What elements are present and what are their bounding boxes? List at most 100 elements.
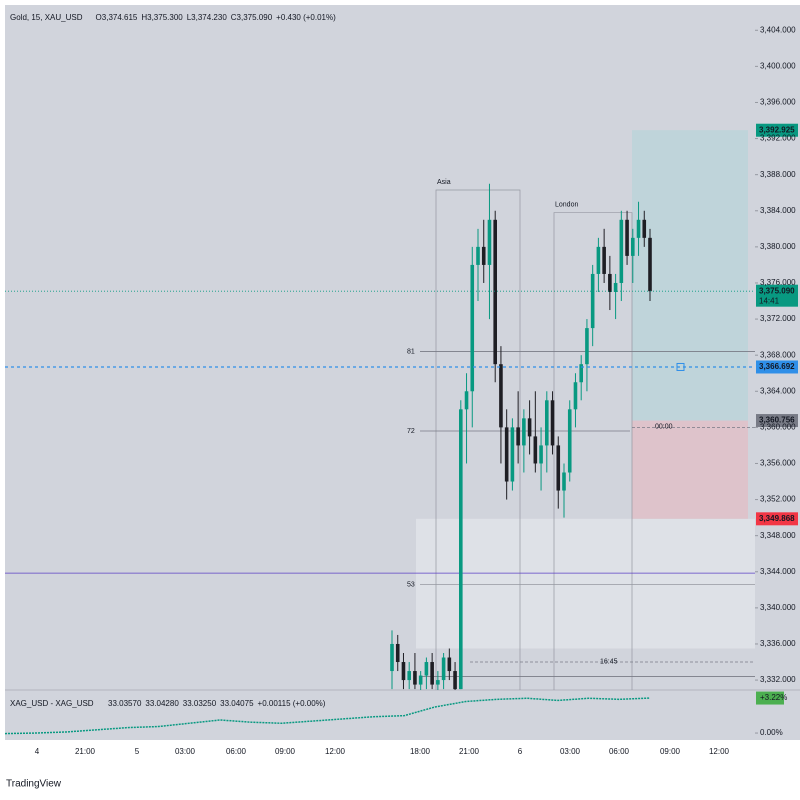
- candle-body: [602, 246, 606, 274]
- y-tick-label: 3,372.000: [760, 314, 796, 323]
- session-box: [435, 189, 521, 690]
- stop-zone: [632, 420, 748, 519]
- candle-body: [596, 246, 601, 274]
- candle-body: [424, 662, 429, 676]
- candle-body: [619, 219, 624, 283]
- price-marker: [756, 360, 798, 374]
- ohlc-value: +0.00115 (+0.00%): [258, 699, 326, 708]
- x-tick-label: 4: [35, 747, 40, 756]
- x-tick-label: 09:00: [660, 747, 681, 756]
- candle-body: [493, 219, 497, 365]
- y-tick-label: 3,360.000: [760, 422, 796, 431]
- y-tick-label: 3,368.000: [760, 350, 796, 359]
- candle-body: [441, 657, 446, 681]
- x-tick-label: 12:00: [325, 747, 346, 756]
- session-box: [553, 212, 633, 690]
- level-label: 81: [407, 348, 415, 355]
- candle-body: [464, 391, 469, 410]
- price-marker-label: 3,375.090: [759, 286, 795, 295]
- price-marker: [756, 123, 798, 137]
- candle-body: [481, 246, 486, 265]
- candle-body: [418, 675, 423, 685]
- level-label: 00:00: [655, 424, 673, 431]
- ohlc-value: 33.03250: [183, 699, 217, 708]
- y-tick-label: 3,336.000: [760, 639, 796, 648]
- candle-body: [504, 427, 509, 482]
- candle-body: [510, 427, 515, 482]
- y-tick-label: 3,388.000: [760, 170, 796, 179]
- ohlc-value: L3,374.230: [187, 13, 228, 22]
- ohlc-value: 33.04280: [145, 699, 179, 708]
- ohlc-value: 33.04075: [220, 699, 254, 708]
- x-tick-label: 03:00: [175, 747, 196, 756]
- x-tick-label: 09:00: [275, 747, 296, 756]
- y-tick-label: 3,344.000: [760, 567, 796, 576]
- price-marker-label: 3,366.692: [759, 362, 795, 371]
- x-tick-label: 18:00: [410, 747, 431, 756]
- y-tick-label: 3,352.000: [760, 495, 796, 504]
- candle-body: [453, 671, 457, 690]
- price-marker-label: 3,392.925: [759, 125, 795, 134]
- candle-body: [636, 219, 641, 238]
- candle-body: [476, 246, 480, 265]
- x-tick-label: 6: [518, 747, 523, 756]
- ohlc-value: +0.430 (+0.01%): [276, 13, 336, 22]
- candle-body: [539, 445, 543, 464]
- brand: TradingView: [6, 779, 62, 790]
- candle-body: [430, 662, 434, 685]
- x-tick-label: 21:00: [459, 747, 480, 756]
- zone: [416, 518, 755, 649]
- price-marker-label: 3,349.868: [759, 514, 795, 523]
- candle-body: [562, 472, 566, 491]
- candle-body: [413, 671, 417, 685]
- ohlc-value: C3,375.090: [231, 13, 273, 22]
- compare-marker: [756, 691, 784, 705]
- compare-tick-label: 0.00%: [760, 728, 783, 737]
- compare-tick-label: +3.22%: [760, 693, 787, 702]
- x-tick-label: 21:00: [75, 747, 96, 756]
- compare-pane: [5, 690, 755, 740]
- candle-body: [608, 273, 612, 292]
- candle-body: [401, 662, 406, 681]
- y-tick-label: 3,332.000: [760, 675, 796, 684]
- x-tick-label: 03:00: [560, 747, 581, 756]
- candle-body: [573, 382, 578, 410]
- price-marker: [756, 284, 798, 307]
- candle-body: [648, 237, 652, 292]
- y-tick-label: 3,356.000: [760, 459, 796, 468]
- y-tick-label: 3,400.000: [760, 61, 796, 70]
- candle-body: [436, 680, 440, 685]
- candle-body: [631, 237, 635, 256]
- price-marker-sub: 14:41: [759, 296, 780, 305]
- y-tick-label: 3,392.000: [760, 134, 796, 143]
- ohlc-value: 33.03570: [108, 699, 142, 708]
- candle-body: [407, 671, 411, 681]
- y-tick-label: 3,364.000: [760, 386, 796, 395]
- chart-title: Gold, 15, XAU_USD: [10, 13, 83, 22]
- x-tick-label: 06:00: [609, 747, 630, 756]
- x-tick-label: 06:00: [226, 747, 247, 756]
- candle-body: [625, 219, 629, 256]
- candle-body: [545, 400, 549, 446]
- session-label: Asia: [437, 179, 451, 186]
- candle-body: [527, 418, 532, 437]
- price-marker-label: 3,360.756: [759, 416, 795, 425]
- x-tick-label: 5: [135, 747, 140, 756]
- candle-body: [487, 219, 492, 265]
- candle-body: [499, 364, 503, 428]
- y-tick-label: 3,340.000: [760, 603, 796, 612]
- candle-body: [590, 273, 595, 329]
- y-tick-label: 3,404.000: [760, 25, 796, 34]
- candle-body: [522, 418, 526, 446]
- ohlc-value: O3,374.615: [96, 13, 138, 22]
- candle-body: [567, 409, 572, 473]
- y-tick-label: 3,380.000: [760, 242, 796, 251]
- candle-body: [613, 282, 618, 292]
- candle-body: [642, 219, 647, 238]
- x-tick-label: 12:00: [709, 747, 730, 756]
- candle-body: [579, 364, 583, 383]
- level-label: 16:45: [600, 658, 618, 665]
- y-tick-label: 3,384.000: [760, 206, 796, 215]
